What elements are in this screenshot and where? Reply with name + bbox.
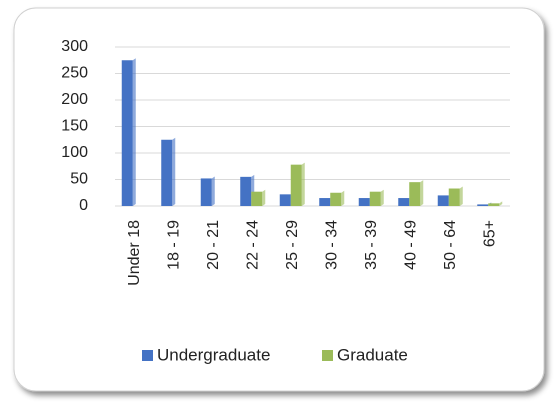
- y-tick-label: 200: [61, 91, 88, 108]
- y-tick-label: 300: [61, 38, 88, 55]
- legend-label: Undergraduate: [157, 345, 270, 364]
- bar: [279, 194, 291, 206]
- x-tick-label: 50 - 64: [442, 220, 459, 270]
- bar: [358, 198, 370, 206]
- bar-side: [132, 58, 136, 206]
- y-tick-label: 0: [79, 197, 88, 214]
- bar-side: [341, 190, 345, 206]
- legend-swatch: [142, 350, 153, 361]
- bar: [488, 203, 500, 206]
- y-tick-label: 150: [61, 118, 88, 135]
- bar-side: [459, 186, 463, 206]
- bar-side: [262, 189, 266, 206]
- x-tick-label: 65+: [481, 220, 498, 247]
- bar: [330, 192, 342, 206]
- x-tick-label: 20 - 21: [205, 220, 222, 270]
- bar: [369, 191, 381, 206]
- bar: [409, 182, 421, 206]
- bar: [437, 195, 449, 206]
- bar: [477, 204, 489, 206]
- bar-side: [172, 137, 176, 206]
- bar-side: [420, 180, 424, 206]
- x-tick-label: 40 - 49: [402, 220, 419, 270]
- bar: [200, 178, 212, 206]
- bar: [121, 60, 133, 206]
- x-tick-label: 30 - 34: [323, 220, 340, 270]
- x-tick-label: 25 - 29: [284, 220, 301, 270]
- bar-side: [499, 201, 503, 206]
- bar: [290, 164, 302, 206]
- bar: [240, 176, 252, 206]
- x-tick-label: 22 - 24: [244, 220, 261, 270]
- legend-swatch: [322, 350, 333, 361]
- bar-side: [380, 189, 384, 206]
- bar: [251, 191, 263, 206]
- x-tick-label: 35 - 39: [363, 220, 380, 270]
- bar-side: [211, 176, 215, 206]
- y-tick-label: 100: [61, 144, 88, 161]
- bar: [448, 188, 460, 206]
- x-tick-label: Under 18: [126, 220, 143, 286]
- y-tick-label: 250: [61, 65, 88, 82]
- card: [13, 7, 545, 392]
- bar: [398, 198, 410, 206]
- x-tick-label: 18 - 19: [165, 220, 182, 270]
- bar: [319, 198, 331, 206]
- y-tick-label: 50: [70, 171, 88, 188]
- bar: [161, 139, 173, 206]
- legend-label: Graduate: [337, 345, 408, 364]
- bar-side: [301, 162, 305, 206]
